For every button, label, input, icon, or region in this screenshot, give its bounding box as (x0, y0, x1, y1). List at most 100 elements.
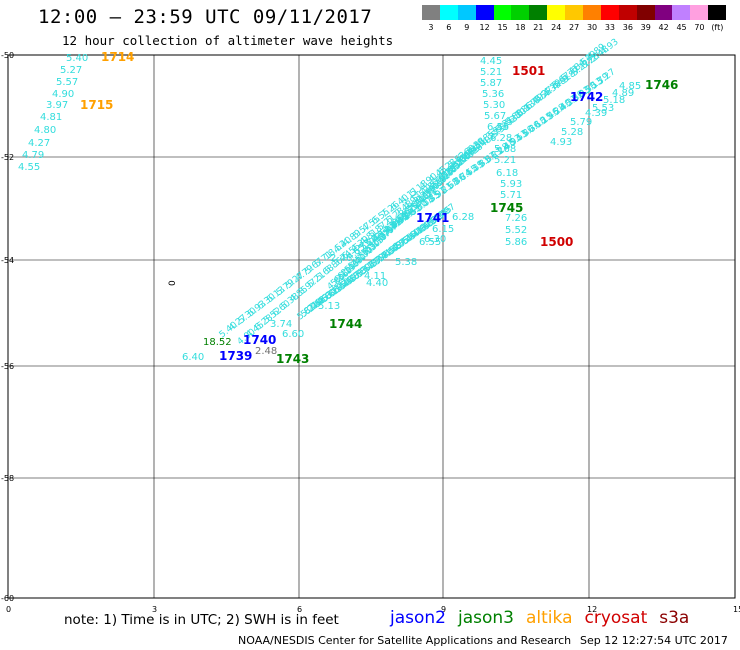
color-swatch (654, 5, 673, 20)
pass-number-label: 1714 (101, 50, 134, 64)
swh-label: 18.52 (203, 337, 232, 348)
swh-label: 6.55 (419, 237, 441, 248)
swh-label: 5.18 (603, 95, 625, 106)
pass-number-label: 1739 (219, 349, 252, 363)
mission-legend: jason2 jason3 altika cryosat s3a (390, 608, 701, 628)
color-swatch (439, 5, 458, 20)
swh-label: 5.38 (395, 257, 417, 268)
swh-label: 4.55 (18, 162, 40, 173)
altimeter-tracks: 5.404.275.305.936.305.135.795.274.795.67… (218, 37, 621, 347)
pass-number-label: 1740 (243, 333, 276, 347)
longitude-label: 0 (6, 605, 11, 614)
swh-label: 5.28 (561, 127, 583, 138)
legend-s3a: s3a (659, 608, 690, 628)
latitude-label: -58 (1, 474, 14, 483)
stray-zero-label: 0 (168, 280, 178, 286)
longitude-label: 12 (587, 605, 597, 614)
pass-number-label: 1745 (490, 201, 523, 215)
color-swatch (618, 5, 637, 20)
longitude-label: 3 (152, 605, 157, 614)
swh-label: 2.46 (330, 253, 352, 264)
swh-label: 4.40 (366, 278, 388, 289)
swh-label: 4.81 (40, 112, 62, 123)
latitude-label: -50 (1, 51, 14, 60)
latitude-label: -56 (1, 362, 14, 371)
legend-cryosat: cryosat (584, 608, 648, 628)
swh-label: 4.11 (364, 271, 386, 282)
axis-labels: -50 -52 -54 -56 -58 -60 0 3 6 9 12 15 0 (1, 51, 740, 614)
swh-label: 5.13 (318, 301, 340, 312)
swh-label: 6.30 (424, 234, 446, 245)
pass-number-label: 1501 (512, 64, 545, 78)
color-swatch (600, 5, 619, 20)
swh-label: 5.67 (484, 111, 506, 122)
color-swatch (547, 5, 566, 20)
swh-label: 4.79 (22, 150, 44, 161)
swh-label: 5.52 (505, 225, 527, 236)
color-swatch (583, 5, 601, 20)
swh-label: 5.93 (500, 179, 522, 190)
color-scale-label: 18 (515, 23, 526, 32)
swh-label: 5.53 (592, 103, 614, 114)
swh-label: 4.89 (612, 88, 634, 99)
color-scale-label: 39 (640, 23, 651, 32)
swh-label: 3.74 (270, 319, 292, 330)
color-scale-label: 42 (658, 23, 669, 32)
pass-number-label: 1500 (540, 235, 573, 249)
legend-jason2: jason2 (390, 608, 446, 628)
color-scale-label: 24 (551, 23, 562, 32)
color-scale-label: 45 (676, 23, 687, 32)
color-scale-label: 15 (497, 23, 508, 32)
swh-label: 6.15 (432, 224, 454, 235)
swh-label: 4.85 (619, 81, 641, 92)
swh-label: 3.97 (46, 100, 68, 111)
generation-timestamp: Sep 12 12:27:54 UTC 2017 (580, 634, 728, 647)
color-swatch (493, 5, 512, 20)
swh-label: 4.80 (34, 125, 56, 136)
pass-number-labels: 1714 1715 1501 1500 1742 1746 1745 1741 1744 1740… (80, 50, 678, 366)
latitude-label: -54 (1, 256, 14, 265)
color-swatch (511, 5, 530, 20)
color-scale-label: 3 (428, 23, 434, 32)
color-swatch (636, 5, 655, 20)
swh-label: 4.27 (28, 138, 50, 149)
legend-altika: altika (526, 608, 573, 628)
swh-label: 5.27 (60, 65, 82, 76)
swh-value-labels: 5.405.275.574.903.974.814.804.274.794.55… (18, 53, 641, 363)
map-title: 12:00 – 23:59 UTC 09/11/2017 (38, 6, 373, 28)
swh-label: 5.36 (482, 89, 504, 100)
swh-label: 5.21 (480, 67, 502, 78)
latitude-label: -60 (1, 594, 14, 603)
color-scale-label: 6 (446, 23, 452, 32)
color-scale-label: 36 (622, 23, 633, 32)
map-frame (7, 54, 736, 599)
pass-number-label: 1742 (570, 90, 603, 104)
color-swatch (708, 5, 727, 20)
swh-label: 6.40 (182, 352, 204, 363)
swh-label: 5.40 (66, 53, 88, 64)
swh-label: 5.57 (56, 77, 78, 88)
credit-line: NOAA/NESDIS Center for Satellite Applica… (238, 634, 572, 647)
footer-note: note: 1) Time is in UTC; 2) SWH is in fe… (64, 612, 339, 628)
legend-jason3: jason3 (458, 608, 514, 628)
color-swatch (690, 5, 709, 20)
track-swh-mark: 5.27 (596, 67, 618, 87)
pass-number-label: 1743 (276, 352, 309, 366)
swh-label: 7.26 (505, 213, 527, 224)
pass-number-label: 1715 (80, 98, 113, 112)
swh-label: 4.93 (550, 137, 572, 148)
color-swatch (565, 5, 584, 20)
swh-label: 6.60 (282, 329, 304, 340)
swh-label: 5.87 (480, 78, 502, 89)
swh-label: 4.39 (585, 108, 607, 119)
swh-label: 6.28 (490, 133, 512, 144)
color-swatch (422, 5, 440, 20)
swh-label: 5.79 (570, 117, 592, 128)
swh-label: 5.21 (494, 155, 516, 166)
longitude-label: 6 (297, 605, 302, 614)
longitude-label: 9 (441, 605, 446, 614)
color-scale-label: (ft) (711, 23, 724, 32)
swh-label: 4.45 (480, 56, 502, 67)
map-subtitle: 12 hour collection of altimeter wave hei… (62, 33, 394, 48)
